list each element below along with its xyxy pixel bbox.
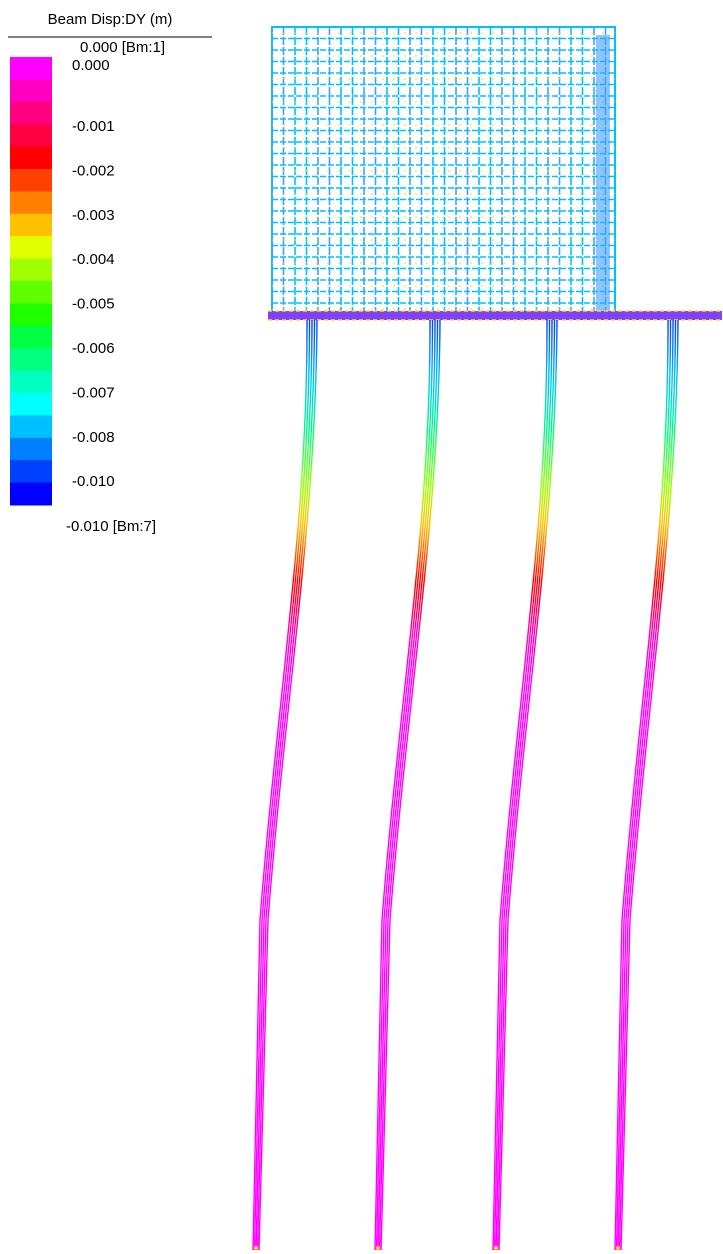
legend-max-label: 0.000 [Bm:1]	[80, 39, 165, 56]
pile-line	[377, 319, 436, 1251]
pile-line	[258, 319, 318, 1251]
legend-label: -0.001	[72, 118, 115, 135]
pile-line	[256, 319, 316, 1251]
legend-swatch	[10, 236, 52, 260]
legend-swatch	[10, 79, 52, 103]
legend-min-label: -0.010 [Bm:7]	[66, 518, 156, 535]
legend-label: -0.005	[72, 296, 115, 313]
legend-swatch	[10, 258, 52, 282]
pile-line	[496, 319, 556, 1251]
pile-tip	[254, 1246, 258, 1250]
pile-line	[380, 319, 441, 1251]
model	[252, 26, 722, 1251]
legend-swatch	[10, 57, 52, 80]
pile-line	[498, 319, 558, 1251]
legend-swatch	[10, 393, 52, 416]
pile-line	[255, 319, 313, 1251]
legend-label: -0.003	[72, 207, 115, 224]
pile-line	[614, 319, 669, 1251]
legend-swatch	[10, 281, 52, 304]
pile-line	[492, 319, 548, 1251]
pile-line	[374, 319, 431, 1251]
pile-line	[378, 319, 439, 1251]
legend-swatch	[10, 213, 52, 237]
legend-label: -0.008	[72, 429, 115, 446]
pile-line	[617, 319, 674, 1251]
pile-line	[495, 319, 553, 1251]
pile-tip	[494, 1246, 498, 1250]
legend-swatch	[10, 482, 52, 506]
legend-swatch	[10, 460, 52, 484]
legend-label: -0.010	[72, 473, 115, 490]
legend-swatch	[10, 101, 52, 125]
pile-line	[375, 319, 434, 1251]
legend-swatch	[10, 370, 52, 394]
legend-swatch	[10, 415, 52, 439]
pile-line	[615, 319, 672, 1251]
legend-swatch	[10, 191, 52, 215]
pile-line	[253, 319, 311, 1251]
platform	[268, 311, 722, 320]
legend-swatch	[10, 146, 52, 170]
legend-title: Beam Disp:DY (m)	[48, 11, 173, 28]
legend-label: -0.004	[72, 251, 115, 268]
legend-label: -0.007	[72, 384, 115, 401]
legend-label: 0.000	[72, 57, 110, 74]
pile-line	[252, 319, 308, 1251]
legend-swatch	[10, 325, 52, 349]
legend-swatch	[10, 124, 52, 148]
pile-line	[618, 319, 677, 1251]
legend: 0.000 -0.001 -0.002 -0.003 -0.004 -0.005 -0.00…	[10, 57, 156, 535]
legend-label: -0.006	[72, 340, 115, 357]
legend-swatch	[10, 169, 52, 192]
legend-swatch	[10, 303, 52, 327]
pile-tip	[616, 1246, 620, 1250]
wall-mesh-bg	[271, 26, 616, 316]
legend-swatch	[10, 437, 52, 461]
pile-tip	[376, 1246, 380, 1250]
legend-label: -0.002	[72, 162, 115, 179]
pile-line	[620, 319, 679, 1251]
wall-edge	[596, 35, 610, 313]
pile-line	[493, 319, 551, 1251]
legend-swatch	[10, 348, 52, 372]
